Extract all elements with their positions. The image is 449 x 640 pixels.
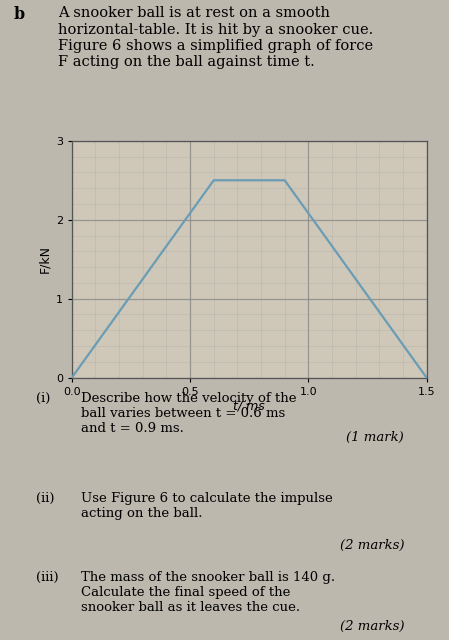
Y-axis label: F/kN: F/kN bbox=[39, 245, 52, 273]
Text: A snooker ball is at rest on a smooth
horizontal-table. It is hit by a snooker c: A snooker ball is at rest on a smooth ho… bbox=[58, 6, 374, 69]
Text: Describe how the velocity of the
ball varies between t = 0.6 ms
and t = 0.9 ms.: Describe how the velocity of the ball va… bbox=[81, 392, 296, 435]
Text: (1 mark): (1 mark) bbox=[346, 431, 404, 444]
Text: b: b bbox=[13, 6, 25, 24]
Text: (2 marks): (2 marks) bbox=[339, 539, 404, 552]
Text: (ii): (ii) bbox=[36, 492, 54, 504]
Text: (2 marks): (2 marks) bbox=[339, 620, 404, 632]
Text: (i): (i) bbox=[36, 392, 50, 404]
X-axis label: t/ ms: t/ ms bbox=[233, 399, 265, 412]
Text: Use Figure 6 to calculate the impulse
acting on the ball.: Use Figure 6 to calculate the impulse ac… bbox=[81, 492, 333, 520]
Text: (iii): (iii) bbox=[36, 571, 58, 584]
Text: The mass of the snooker ball is 140 g.
Calculate the final speed of the
snooker : The mass of the snooker ball is 140 g. C… bbox=[81, 571, 335, 614]
